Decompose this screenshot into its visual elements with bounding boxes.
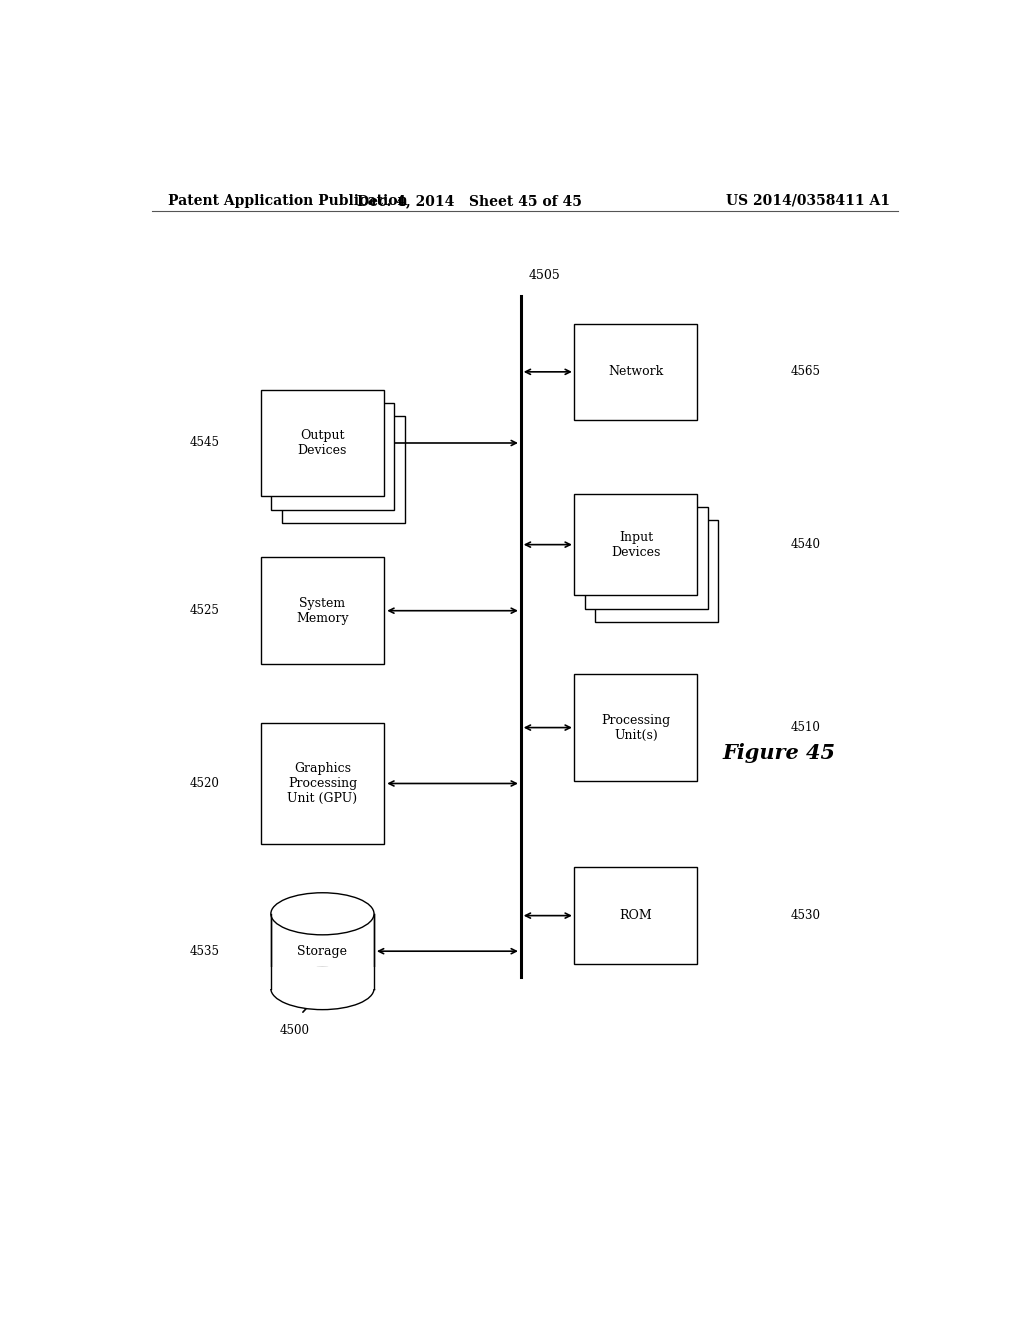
Bar [261,389,384,496]
Text: 4525: 4525 [189,605,219,618]
Text: 4530: 4530 [791,909,820,923]
Text: 4500: 4500 [280,1024,309,1038]
Text: Storage: Storage [297,945,347,958]
Text: Figure 45: Figure 45 [722,743,836,763]
Text: 4540: 4540 [791,539,820,552]
Text: Processing
Unit(s): Processing Unit(s) [601,714,671,742]
Text: 4565: 4565 [791,366,820,379]
Text: Input
Devices: Input Devices [611,531,660,558]
Bar [261,722,384,845]
Bar [261,557,384,664]
Bar [282,416,404,523]
Bar [271,403,394,510]
Bar [585,507,708,609]
Text: US 2014/0358411 A1: US 2014/0358411 A1 [726,194,890,209]
Text: Patent Application Publication: Patent Application Publication [168,194,408,209]
Text: Dec. 4, 2014   Sheet 45 of 45: Dec. 4, 2014 Sheet 45 of 45 [356,194,582,209]
Text: 4510: 4510 [791,721,820,734]
Bar [574,494,697,595]
Text: 4505: 4505 [528,269,560,282]
Ellipse shape [270,892,374,935]
Bar [270,913,374,989]
Text: 4545: 4545 [189,437,219,450]
Bar [595,520,718,622]
Text: 4535: 4535 [189,945,219,958]
Bar [574,867,697,964]
Bar [574,323,697,420]
Text: System
Memory: System Memory [296,597,349,624]
Text: Network: Network [608,366,664,379]
Text: Output
Devices: Output Devices [298,429,347,457]
Text: Graphics
Processing
Unit (GPU): Graphics Processing Unit (GPU) [288,762,357,805]
Bar [574,675,697,781]
Text: ROM: ROM [620,909,652,923]
Ellipse shape [270,968,374,1010]
Bar [269,966,376,989]
Text: 4520: 4520 [189,777,219,789]
